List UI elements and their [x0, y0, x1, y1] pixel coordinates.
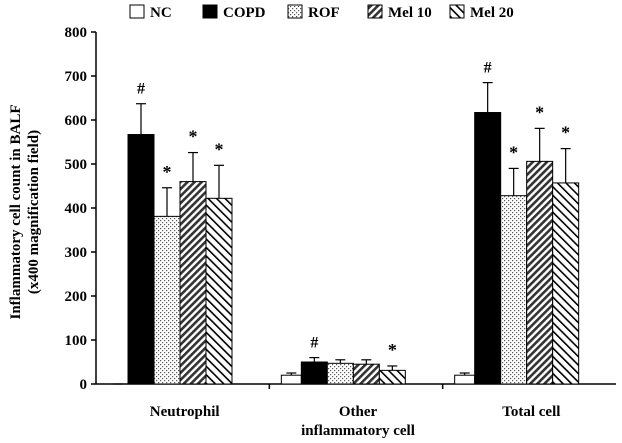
significance-marker: *: [163, 162, 172, 182]
significance-marker: #: [484, 60, 492, 77]
legend-swatch: [202, 4, 218, 19]
significance-marker: *: [509, 142, 518, 162]
y-axis: 0 100 200 300 400 500 600 700 800: [65, 25, 97, 393]
legend-swatch: [367, 4, 383, 19]
y-tick-label: 600: [65, 113, 88, 129]
legend-label: NC: [150, 5, 172, 21]
significance-marker: #: [310, 335, 318, 352]
y-tick-label: 200: [65, 289, 88, 305]
bar-nc: [454, 374, 476, 385]
bar-mel-10: [526, 160, 554, 385]
bar-copd: [300, 361, 328, 385]
bar-copd: [474, 112, 502, 385]
y-axis-title-line-1: Inflammatory cell count in BALF: [8, 105, 24, 320]
significance-marker: *: [189, 127, 198, 147]
legend-swatch: [287, 4, 303, 19]
legend-label: Mel 10: [388, 5, 432, 21]
x-tick-label: inflammatory cell: [301, 423, 415, 439]
bar-rof: [326, 362, 354, 385]
bar-rof: [500, 195, 528, 385]
x-tick-label: Neutrophil: [150, 404, 220, 420]
legend: NC COPD ROF Mel 10 Mel 20: [129, 4, 514, 21]
y-tick-label: 700: [65, 69, 88, 85]
significance-marker: *: [561, 123, 570, 143]
bar-mel-10: [352, 363, 380, 385]
y-axis-title-line-2: (x400 magnification field): [26, 130, 42, 294]
y-tick-label: 0: [80, 377, 88, 393]
bar-mel-20: [205, 197, 233, 385]
bar-nc: [280, 374, 302, 385]
legend-label: ROF: [308, 5, 340, 21]
significance-marker: #: [137, 81, 145, 98]
x-tick-label: Other: [339, 404, 378, 420]
bar-mel-10: [179, 181, 207, 385]
x-tick-label: Total cell: [502, 404, 560, 420]
y-tick-label: 100: [65, 333, 88, 349]
significance-marker: *: [388, 340, 397, 360]
y-tick-label: 400: [65, 201, 88, 217]
y-tick-label: 500: [65, 157, 88, 173]
bar-rof: [153, 215, 181, 385]
y-tick-label: 300: [65, 245, 88, 261]
legend-label: COPD: [223, 5, 266, 21]
significance-marker: *: [535, 102, 544, 122]
legend-label: Mel 20: [470, 5, 514, 21]
bar-mel-20: [552, 182, 580, 385]
legend-swatch: [129, 4, 145, 19]
legend-swatch: [449, 4, 465, 19]
bar-mel-20: [378, 369, 406, 385]
plot-bars: # * * * # * # * * *: [113, 60, 580, 385]
bar-copd: [127, 134, 155, 385]
significance-marker: *: [215, 139, 224, 159]
x-axis: Neutrophil Other inflammatory cell Total ce…: [96, 383, 616, 439]
y-tick-label: 800: [65, 25, 88, 41]
y-axis-title: Inflammatory cell count in BALF (x400 ma…: [8, 105, 42, 320]
